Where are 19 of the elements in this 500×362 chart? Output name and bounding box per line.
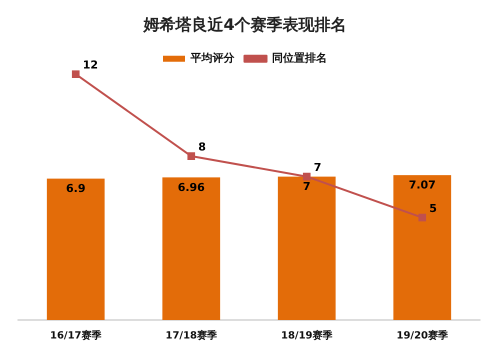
data-label: 8 [198, 140, 206, 154]
point [72, 70, 80, 78]
x-tick-label: 16/17赛季 [50, 330, 102, 342]
point [302, 172, 311, 180]
data-label: 12 [82, 58, 98, 72]
data-label: 7.07 [408, 178, 436, 192]
legend-label: 平均评分 [190, 52, 236, 65]
point [187, 152, 196, 160]
legend-label: 同位置排名 [272, 52, 327, 65]
data-label: 5 [429, 202, 437, 215]
x-tick-label: 19/20赛季 [396, 330, 449, 342]
data-label: 6.96 [178, 180, 206, 194]
x-tick-label: 17/18赛季 [166, 330, 218, 342]
point [418, 214, 426, 222]
x-tick-label: 18/19赛季 [281, 330, 334, 342]
chart-title: 姆希塔良近4个赛季表现排名 [142, 14, 347, 34]
data-label: 7 [314, 160, 322, 174]
data-label: 7 [302, 180, 311, 193]
data-label: 6.9 [66, 182, 86, 196]
